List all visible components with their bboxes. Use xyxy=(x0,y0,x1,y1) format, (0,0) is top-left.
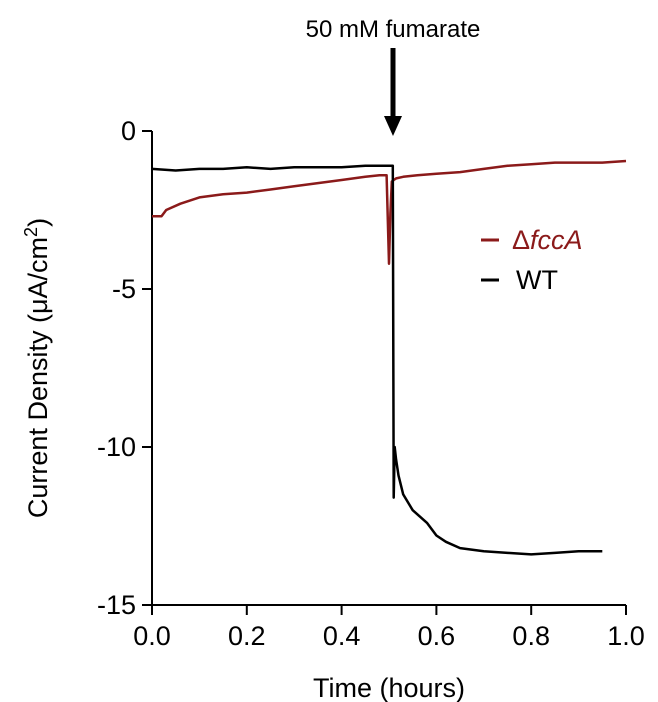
legend: ΔfccA WT xyxy=(481,225,583,295)
annotation-label: 50 mM fumarate xyxy=(306,16,481,43)
x-axis-title: Time (hours) xyxy=(313,673,465,702)
x-tick-label: 0.4 xyxy=(323,621,361,651)
y-tick-label: -5 xyxy=(112,274,136,304)
y-tick-label: 0 xyxy=(121,116,136,146)
y-axis-title: Current Density (μA/cm2) xyxy=(21,218,53,518)
x-tick-label: 0.8 xyxy=(512,621,550,651)
y-tick-label: -10 xyxy=(97,432,136,462)
x-tick-label: 0.6 xyxy=(418,621,456,651)
series-line-wt xyxy=(151,164,603,556)
legend-label-wt: WT xyxy=(516,265,558,295)
x-tick-label: 0.0 xyxy=(133,621,171,651)
x-tick-label: 0.2 xyxy=(228,621,266,651)
annotation-arrow xyxy=(384,48,402,136)
x-tick-label: 1.0 xyxy=(607,621,645,651)
y-tick-label: -15 xyxy=(97,590,136,620)
series-line-fcca xyxy=(152,159,627,265)
legend-label-fcca: ΔfccA xyxy=(512,225,583,255)
